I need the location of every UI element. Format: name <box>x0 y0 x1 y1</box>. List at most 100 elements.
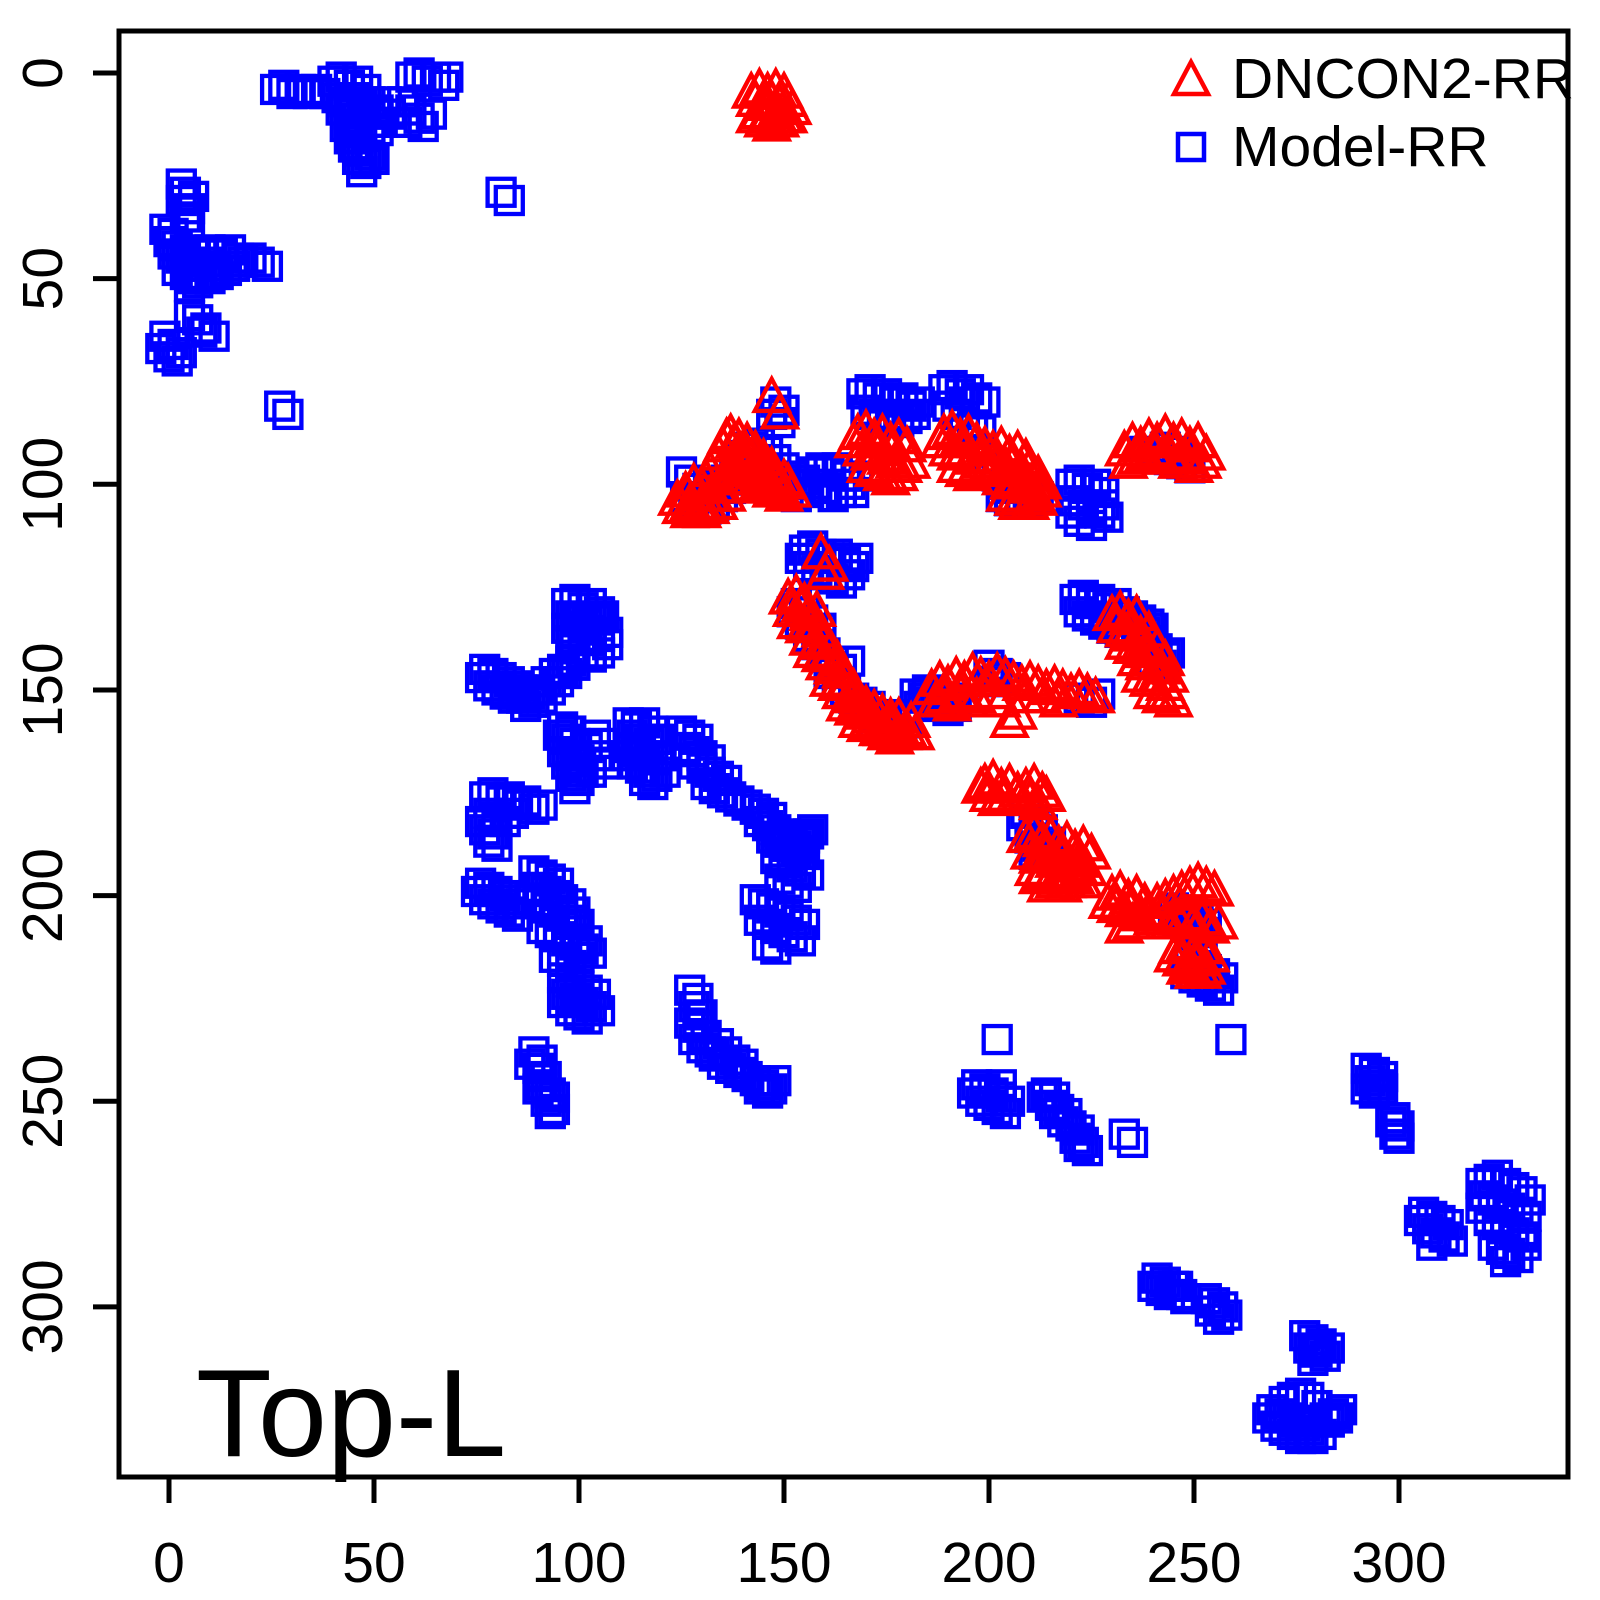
square-marker-icon <box>1168 124 1214 170</box>
data-point-square <box>1321 1402 1354 1434</box>
data-point-square <box>522 1073 554 1105</box>
data-point-square <box>432 61 464 93</box>
data-point-triangle <box>771 468 813 508</box>
data-point-triangle <box>1087 880 1129 919</box>
data-point-square <box>493 184 525 217</box>
data-point-square <box>1026 1081 1058 1113</box>
data-point-triangle <box>1066 670 1108 710</box>
plot-box <box>116 28 1571 1480</box>
data-point-triangle <box>1177 859 1219 899</box>
data-point-triangle <box>923 674 965 714</box>
data-point-triangle <box>1025 773 1067 813</box>
data-point-triangle <box>956 674 998 714</box>
data-point-triangle <box>759 390 801 430</box>
data-point-triangle <box>853 686 895 726</box>
data-point-triangle <box>1140 674 1182 714</box>
data-point-square <box>592 629 624 661</box>
y-tick-label: 200 <box>11 848 75 943</box>
data-point-triangle <box>1062 859 1104 899</box>
data-point-triangle <box>1075 674 1117 714</box>
data-point-triangle <box>1185 863 1227 903</box>
data-point-triangle <box>804 551 846 590</box>
data-point-square <box>850 394 882 426</box>
data-point-square <box>1465 1192 1497 1224</box>
data-point-triangle <box>997 481 1039 521</box>
data-point-square <box>797 814 829 846</box>
data-point-triangle <box>718 415 760 455</box>
data-point-square <box>1202 1303 1235 1335</box>
x-tick-label: 250 <box>1146 1531 1241 1595</box>
data-point-square <box>538 1081 571 1113</box>
data-point-square <box>948 386 981 418</box>
data-point-triangle <box>1185 431 1227 471</box>
data-point-square <box>719 1044 751 1076</box>
data-point-square <box>842 542 874 574</box>
data-point-triangle <box>1009 777 1051 817</box>
data-point-triangle <box>1058 847 1100 887</box>
y-axis: 0 50 100 150 200 250 300 <box>11 57 119 1354</box>
data-point-square <box>743 1073 776 1105</box>
data-point-square <box>497 797 530 829</box>
data-point-square <box>784 925 817 957</box>
data-point-square <box>460 875 493 908</box>
data-point-square <box>481 830 513 862</box>
data-point-square <box>259 73 292 106</box>
data-point-triangle <box>1017 855 1059 895</box>
triangle-marker-icon <box>1168 56 1214 102</box>
data-point-square <box>1211 1299 1243 1331</box>
data-point-square <box>1063 596 1095 628</box>
data-point-square <box>1510 1229 1542 1261</box>
data-point-triangle <box>751 468 793 508</box>
data-point-triangle <box>1103 904 1145 944</box>
data-point-square <box>1166 1278 1198 1311</box>
data-point-square <box>542 719 575 751</box>
data-point-triangle <box>878 695 920 734</box>
data-point-triangle <box>1111 900 1154 940</box>
data-point-square <box>464 661 497 694</box>
data-point-square <box>411 65 443 97</box>
data-point-square <box>555 645 587 677</box>
data-point-square <box>1383 1122 1415 1154</box>
data-point-square <box>194 234 226 266</box>
legend: DNCON2-RR Model-RR <box>1168 50 1574 176</box>
data-point-triangle <box>972 448 1014 488</box>
data-point-square <box>1145 1274 1177 1307</box>
series-DNCON2-RR <box>656 65 1240 989</box>
data-point-square <box>751 929 784 961</box>
data-point-square <box>1494 1237 1526 1270</box>
data-point-square <box>177 180 210 213</box>
data-point-square <box>177 262 210 295</box>
x-tick-label: 200 <box>941 1531 1036 1595</box>
data-point-square <box>981 1093 1013 1126</box>
data-point-square <box>514 1048 546 1080</box>
data-point-triangle <box>1107 440 1149 479</box>
data-point-square <box>760 933 792 965</box>
data-point-square <box>575 937 607 969</box>
data-point-square <box>575 756 607 788</box>
plot-annotation-top-l: Top-L <box>196 1345 507 1483</box>
x-tick-label: 50 <box>342 1531 405 1595</box>
series-Model-RR <box>145 57 1546 1455</box>
data-point-square <box>1293 1381 1325 1414</box>
data-point-triangle <box>763 473 805 512</box>
data-point-triangle <box>1148 900 1190 940</box>
data-point-square <box>1514 1184 1546 1216</box>
data-point-square <box>813 456 845 488</box>
data-point-square <box>1063 1130 1095 1163</box>
data-point-triangle <box>820 670 862 710</box>
data-point-triangle <box>853 448 895 488</box>
data-point-square <box>1297 1344 1329 1377</box>
y-tick-label: 100 <box>11 437 75 532</box>
data-point-square <box>538 941 571 973</box>
legend-label-dncon2: DNCON2-RR <box>1232 46 1574 111</box>
data-point-square <box>727 1048 759 1080</box>
data-point-triangle <box>878 452 920 492</box>
data-point-triangle <box>943 448 985 488</box>
legend-entry-dncon2: DNCON2-RR <box>1168 50 1574 108</box>
data-point-triangle <box>972 670 1014 710</box>
data-point-square <box>1071 1134 1104 1167</box>
data-point-triangle <box>960 765 1002 804</box>
data-point-triangle <box>845 444 887 483</box>
data-point-square <box>497 682 530 714</box>
data-point-square <box>1088 489 1120 521</box>
